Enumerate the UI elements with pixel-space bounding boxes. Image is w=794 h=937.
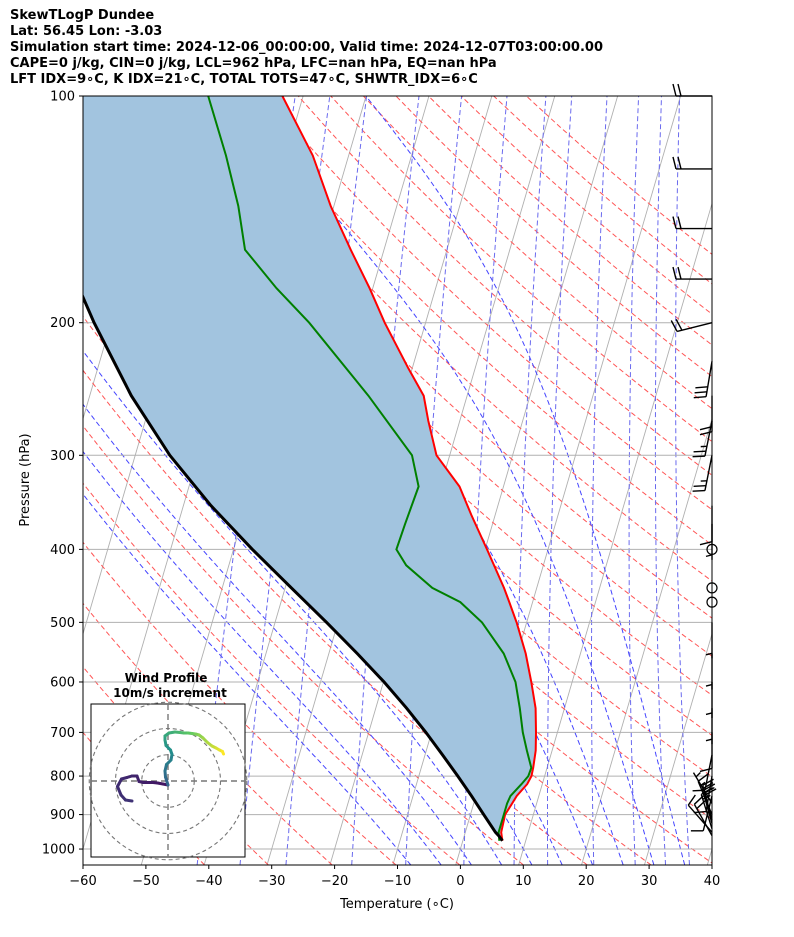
x-tick-label: −20 — [321, 874, 348, 889]
mixing-ratio-line — [675, 96, 690, 865]
wind-barb — [705, 681, 713, 718]
isotherm-line — [706, 847, 712, 865]
hodograph-subtitle: 10m/s increment — [113, 686, 227, 700]
parcel-profile-line — [83, 293, 504, 842]
dry-adiabat — [167, 96, 712, 619]
profiles — [83, 96, 538, 842]
chart-header: SkewTLogP Dundee Lat: 56.45 Lon: -3.03 S… — [10, 8, 603, 88]
location-line: Lat: 56.45 Lon: -3.03 — [10, 24, 163, 39]
temperature-line — [281, 96, 538, 841]
wind-barb — [687, 794, 713, 833]
isotherm-line — [770, 96, 794, 865]
moist-adiabat — [365, 96, 686, 865]
y-tick-label: 600 — [50, 675, 75, 690]
moist-adiabat — [83, 350, 503, 865]
wind-barb — [672, 83, 712, 97]
y-tick-label: 1000 — [42, 843, 75, 858]
x-tick-label: 20 — [578, 874, 595, 889]
dry-adiabat — [330, 96, 712, 443]
y-axis-ticks: 100 200 300 400 500 600 700 800 900 1000 — [42, 90, 83, 858]
mixing-ratio-line — [628, 96, 640, 865]
wind-barb — [672, 156, 712, 170]
dry-adiabat — [493, 96, 712, 285]
cape-line: CAPE=0 j/kg, CIN=0 j/kg, LCL=962 hPa, LF… — [10, 56, 497, 71]
wind-barb — [705, 622, 713, 659]
dry-adiabat — [200, 96, 712, 582]
x-tick-label: −10 — [384, 874, 411, 889]
y-axis-label: Pressure (hPa) — [18, 433, 33, 526]
y-tick-label: 500 — [50, 616, 75, 631]
moist-adiabat — [235, 96, 655, 865]
wind-barb — [692, 420, 713, 458]
hodograph-segment — [124, 798, 134, 803]
wind-barb — [690, 795, 713, 832]
dry-adiabat — [102, 96, 712, 696]
x-tick-label: 40 — [704, 874, 721, 889]
dry-adiabat — [83, 541, 397, 865]
isotherm-line — [518, 201, 712, 865]
wind-barb — [670, 318, 713, 333]
wind-barb — [692, 455, 713, 492]
x-tick-label: −60 — [69, 874, 96, 889]
wind-barbs — [670, 83, 718, 837]
dry-adiabat — [83, 602, 333, 865]
hodograph-title: Wind Profile — [125, 671, 208, 685]
mixing-ratio-line — [547, 96, 573, 865]
x-tick-label: −40 — [195, 874, 222, 889]
dry-adiabat — [232, 96, 712, 546]
moist-adiabat — [83, 403, 472, 865]
cape-fill — [83, 96, 536, 841]
x-tick-label: 30 — [641, 874, 658, 889]
wind-barb — [693, 775, 713, 814]
x-axis-label: Temperature (∘C) — [339, 897, 454, 912]
index-line: LFT IDX=9∘C, K IDX=21∘C, TOTAL TOTS=47∘C… — [10, 72, 478, 87]
wind-barb — [699, 505, 713, 546]
y-tick-label: 400 — [50, 543, 75, 558]
x-tick-label: −30 — [258, 874, 285, 889]
y-tick-label: 900 — [50, 808, 75, 823]
isotherm-line — [581, 417, 712, 865]
hodograph-ring — [88, 701, 248, 861]
y-tick-label: 100 — [50, 90, 75, 105]
mixing-ratio-line — [405, 96, 463, 865]
y-tick-label: 300 — [50, 449, 75, 464]
mixing-ratio-line — [591, 96, 608, 865]
dry-adiabat — [83, 162, 712, 778]
wind-barb — [693, 361, 713, 399]
dry-adiabat — [525, 96, 712, 255]
dry-adiabat — [83, 482, 461, 865]
y-tick-label: 200 — [50, 316, 75, 331]
cape-area — [83, 96, 536, 841]
time-line: Simulation start time: 2024-12-06_00:00:… — [10, 40, 603, 55]
isotherm-line — [644, 632, 712, 865]
mixing-ratio-line — [654, 96, 666, 865]
dewpoint-line — [207, 96, 533, 841]
hodograph-plot — [88, 701, 248, 861]
wind-barb — [692, 754, 713, 792]
dry-adiabat — [363, 96, 712, 410]
moist-adiabat — [83, 493, 412, 865]
x-tick-label: 0 — [456, 874, 464, 889]
chart-title: SkewTLogP Dundee — [10, 8, 155, 23]
y-tick-label: 700 — [50, 726, 75, 741]
wind-barb — [672, 216, 712, 230]
dry-adiabat — [83, 425, 524, 865]
wind-barb — [705, 653, 713, 690]
dry-adiabat — [83, 369, 588, 865]
x-tick-label: −50 — [132, 874, 159, 889]
x-tick-label: 10 — [515, 874, 532, 889]
x-axis-ticks: −60 −50 −40 −30 −20 −10 0 10 20 30 40 — [69, 865, 720, 889]
mixing-ratio-line — [463, 96, 508, 865]
y-tick-label: 800 — [50, 770, 75, 785]
dry-adiabat — [83, 113, 712, 736]
hodograph-segment — [221, 750, 225, 756]
hodograph-segment — [116, 785, 123, 797]
hodograph-inset: Wind Profile 10m/s increment — [88, 671, 248, 861]
wind-barb — [672, 266, 712, 280]
